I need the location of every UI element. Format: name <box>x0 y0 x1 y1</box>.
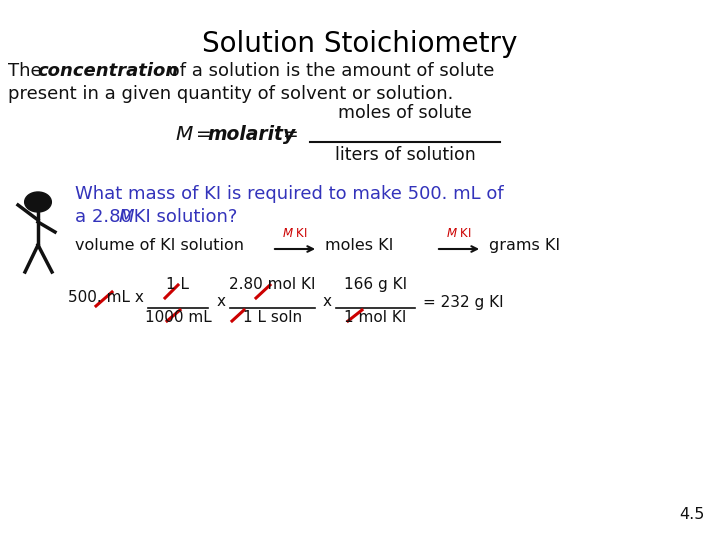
Text: 2.80 mol KI: 2.80 mol KI <box>229 277 316 292</box>
Text: 4.5: 4.5 <box>680 507 705 522</box>
Circle shape <box>24 192 51 212</box>
Text: $\mathit{M}$ KI: $\mathit{M}$ KI <box>446 227 472 240</box>
Text: $\mathbf{\mathit{M}}$: $\mathbf{\mathit{M}}$ <box>175 125 194 144</box>
Text: 1 L soln: 1 L soln <box>243 310 302 325</box>
Text: 1 mol KI: 1 mol KI <box>344 310 407 325</box>
Text: 500. mL x: 500. mL x <box>68 291 144 306</box>
Text: Solution Stoichiometry: Solution Stoichiometry <box>202 30 518 58</box>
Text: liters of solution: liters of solution <box>335 146 475 164</box>
Text: of a solution is the amount of solute: of a solution is the amount of solute <box>163 62 495 80</box>
Text: 166 g KI: 166 g KI <box>344 277 407 292</box>
Text: moles of solute: moles of solute <box>338 104 472 122</box>
Text: $\mathit{M}$ KI: $\mathit{M}$ KI <box>282 227 308 240</box>
Text: concentration: concentration <box>37 62 179 80</box>
Text: 1 L: 1 L <box>166 277 189 292</box>
Text: present in a given quantity of solvent or solution.: present in a given quantity of solvent o… <box>8 85 454 103</box>
Text: moles KI: moles KI <box>325 238 393 253</box>
Text: What mass of KI is required to make 500. mL of: What mass of KI is required to make 500.… <box>75 185 503 203</box>
Text: 1000 mL: 1000 mL <box>145 310 212 325</box>
Text: KI solution?: KI solution? <box>128 208 238 226</box>
Text: x: x <box>217 294 226 309</box>
Text: The: The <box>8 62 48 80</box>
Text: grams KI: grams KI <box>489 238 560 253</box>
Text: =: = <box>277 125 305 144</box>
Text: =: = <box>190 125 217 144</box>
Text: a 2.80: a 2.80 <box>75 208 138 226</box>
Text: = 232 g KI: = 232 g KI <box>423 294 503 309</box>
Text: volume of KI solution: volume of KI solution <box>75 238 244 253</box>
Text: $\mathit{M}$: $\mathit{M}$ <box>118 208 135 226</box>
Text: molarity: molarity <box>207 125 295 144</box>
Text: x: x <box>323 294 332 309</box>
